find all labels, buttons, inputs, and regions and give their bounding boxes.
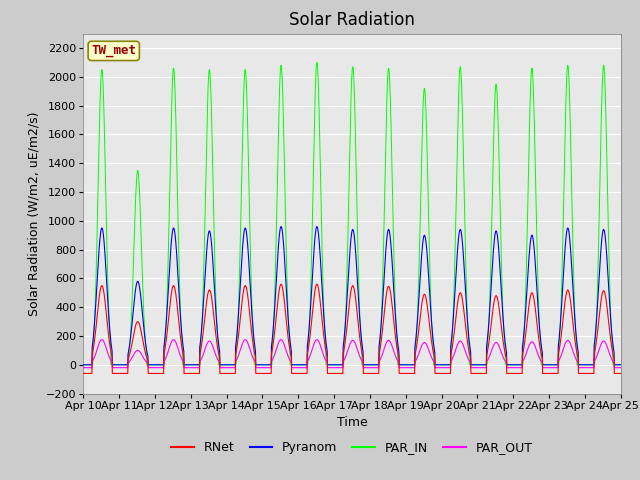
- Title: Solar Radiation: Solar Radiation: [289, 11, 415, 29]
- Text: TW_met: TW_met: [92, 44, 136, 58]
- Legend: RNet, Pyranom, PAR_IN, PAR_OUT: RNet, Pyranom, PAR_IN, PAR_OUT: [166, 436, 538, 459]
- Y-axis label: Solar Radiation (W/m2, uE/m2/s): Solar Radiation (W/m2, uE/m2/s): [27, 111, 40, 316]
- X-axis label: Time: Time: [337, 416, 367, 429]
